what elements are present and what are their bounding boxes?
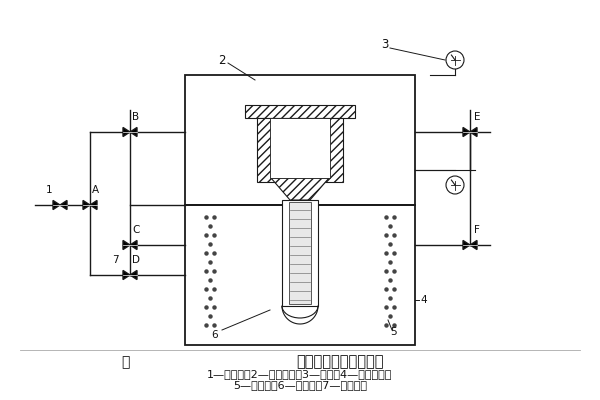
Polygon shape (130, 270, 137, 280)
Text: 3: 3 (382, 38, 389, 52)
Bar (185, 205, 415, 345)
Polygon shape (130, 128, 137, 136)
Polygon shape (83, 200, 90, 210)
Polygon shape (130, 240, 137, 250)
Text: D: D (132, 255, 140, 265)
Text: 5—电阻炉；6—升液管；7—氮气入口: 5—电阻炉；6—升液管；7—氮气入口 (233, 380, 367, 390)
Circle shape (446, 51, 464, 69)
Polygon shape (90, 200, 97, 210)
Text: 图: 图 (121, 355, 129, 369)
Polygon shape (463, 128, 470, 136)
Polygon shape (123, 240, 130, 250)
Bar (270, 118, 330, 178)
Text: 真空压差铸造工艺原理: 真空压差铸造工艺原理 (296, 354, 384, 370)
Bar (185, 75, 415, 205)
Text: 6: 6 (212, 330, 218, 340)
Bar (289, 202, 311, 304)
Text: E: E (474, 112, 481, 122)
Text: 4: 4 (420, 295, 427, 305)
Polygon shape (463, 240, 470, 250)
Text: F: F (474, 225, 480, 235)
Bar (245, 105, 355, 118)
Text: 5: 5 (390, 327, 397, 337)
Polygon shape (123, 270, 130, 280)
Text: 7: 7 (112, 255, 119, 265)
Text: 1—抽真空；2—上真空室；3—铸型；4—下真空室；: 1—抽真空；2—上真空室；3—铸型；4—下真空室； (208, 369, 392, 379)
Polygon shape (53, 200, 60, 210)
Polygon shape (470, 240, 477, 250)
Polygon shape (271, 178, 329, 200)
Text: 2: 2 (218, 54, 226, 66)
Bar (257, 118, 343, 182)
Polygon shape (123, 128, 130, 136)
Bar (282, 200, 318, 306)
Polygon shape (60, 200, 67, 210)
Circle shape (446, 176, 464, 194)
Text: 1: 1 (46, 185, 53, 195)
Text: B: B (132, 112, 139, 122)
Text: A: A (92, 185, 99, 195)
Text: C: C (132, 225, 139, 235)
Polygon shape (470, 128, 477, 136)
